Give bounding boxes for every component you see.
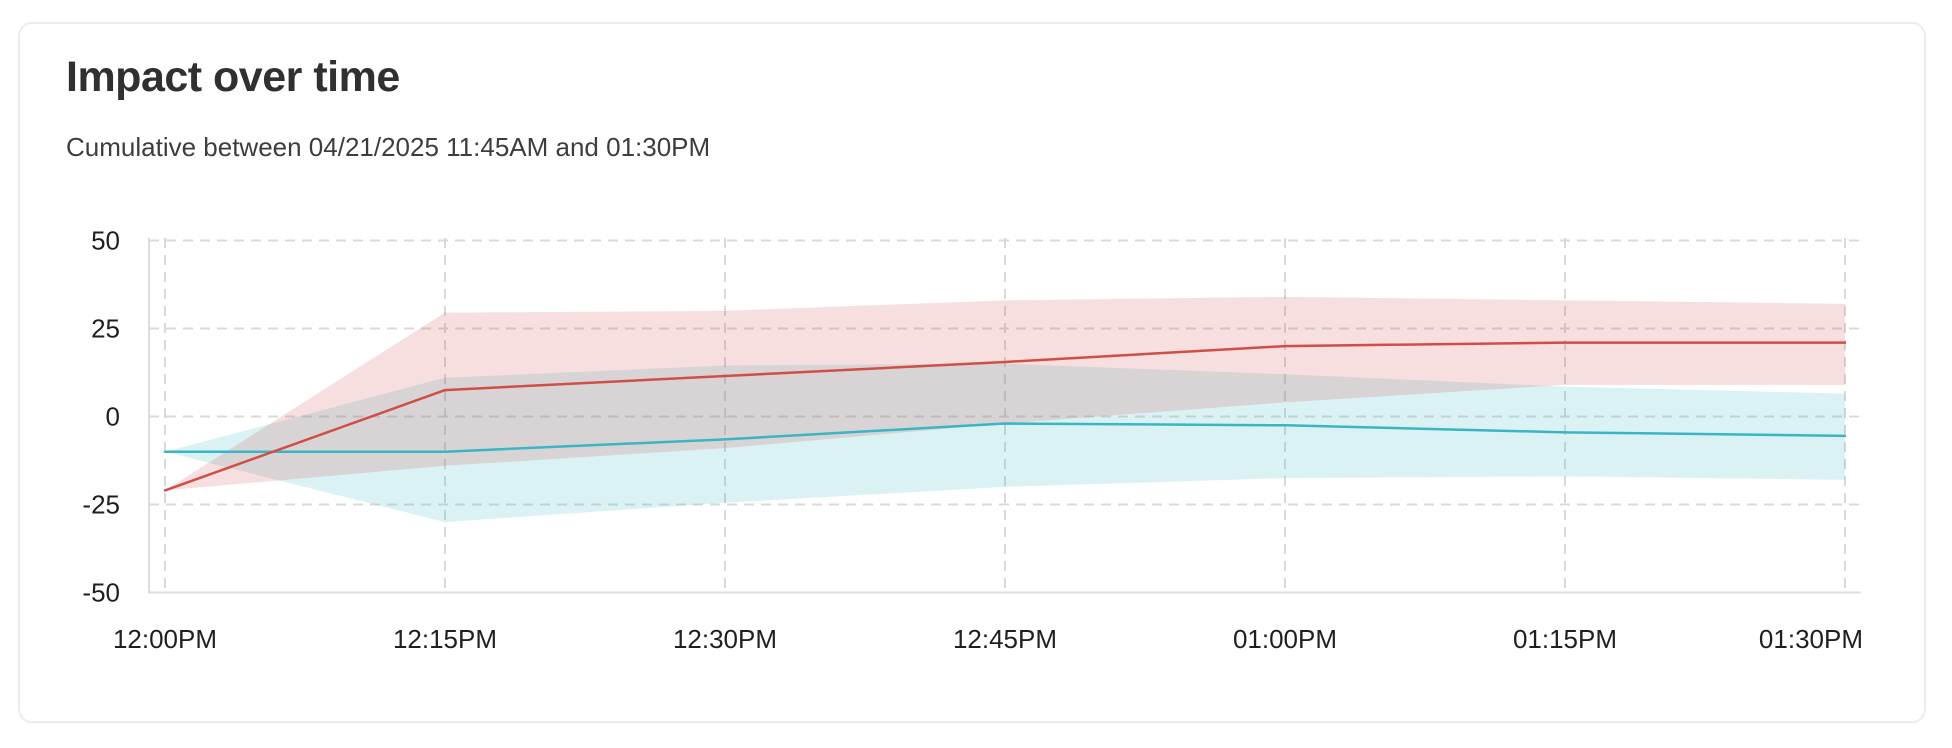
x-tick-label: 12:30PM — [673, 624, 777, 654]
x-tick-label: 01:00PM — [1233, 624, 1337, 654]
impact-card — [18, 22, 1926, 723]
x-tick-label: 12:00PM — [113, 624, 217, 654]
teal-series-line — [163, 422, 1847, 453]
x-axis-labels: 12:00PM 12:15PM 12:30PM 12:45PM 01:00PM 01:15… — [113, 624, 1863, 654]
y-tick-label: -25 — [82, 490, 120, 520]
teal-confidence-band — [165, 363, 1845, 523]
x-tick-label: 01:15PM — [1513, 624, 1617, 654]
y-tick-label: 50 — [91, 226, 120, 256]
y-tick-label: 0 — [106, 402, 120, 432]
y-tick-label: 25 — [91, 314, 120, 344]
gridlines — [149, 238, 1861, 593]
y-axis-labels: 50 25 0 -25 -50 — [82, 226, 120, 608]
x-tick-label: 01:30PM — [1759, 624, 1863, 654]
x-tick-label: 12:15PM — [393, 624, 497, 654]
x-tick-label: 12:45PM — [953, 624, 1057, 654]
plot-border — [148, 237, 1861, 594]
red-series-line — [163, 341, 1847, 492]
chart-subtitle: Cumulative between 04/21/2025 11:45AM an… — [66, 132, 711, 162]
y-tick-label: -50 — [82, 578, 120, 608]
chart-title: Impact over time — [66, 53, 400, 101]
